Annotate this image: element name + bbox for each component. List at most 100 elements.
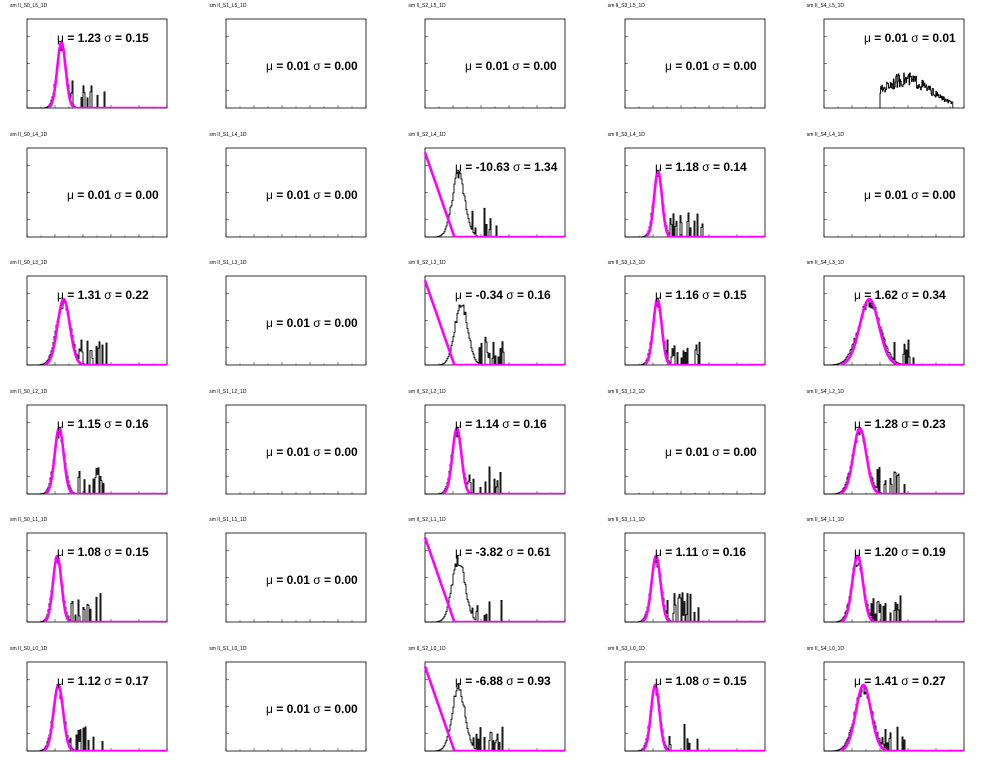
panel-title: sm II_S1_L1_1D	[209, 517, 247, 524]
mu-value: = 0.01	[672, 59, 709, 73]
sigma-symbol: σ	[101, 674, 112, 688]
fit-params-label: μ = 0.01 σ = 0.00	[266, 316, 358, 330]
mu-symbol: μ	[854, 288, 861, 302]
mu-value: = 1.16	[662, 288, 699, 302]
panel-title: sm II_S2_L1_1D	[408, 517, 446, 524]
mu-value: = 0.01	[273, 573, 310, 587]
sigma-symbol: σ	[898, 417, 909, 431]
mu-symbol: μ	[57, 417, 64, 431]
fit-params-label: μ = 1.14 σ = 0.16	[455, 417, 547, 431]
mu-symbol: μ	[665, 59, 672, 73]
sigma-value: = 0.14	[709, 160, 746, 174]
mu-symbol: μ	[455, 545, 462, 559]
mu-value: = 0.01	[672, 445, 709, 459]
gauss-fit-curve	[839, 426, 880, 495]
fit-params-label: μ = 0.01 σ = 0.00	[864, 188, 956, 202]
fit-params-label: μ = 1.08 σ = 0.15	[655, 674, 747, 688]
mu-value: = 0.01	[74, 188, 111, 202]
gauss-fit-curve	[443, 426, 472, 495]
histogram-plot: μ = 1.12 σ = 0.17	[26, 661, 168, 752]
mu-value: = -3.82	[462, 545, 503, 559]
sigma-value: = 1.34	[521, 160, 558, 174]
mu-value: = 1.14	[462, 417, 499, 431]
mu-symbol: μ	[67, 188, 74, 202]
sigma-value: = 0.15	[709, 674, 746, 688]
histogram-plot: μ = 1.18 σ = 0.14	[624, 147, 765, 238]
mu-symbol: μ	[854, 417, 861, 431]
sigma-value: = 0.16	[514, 288, 551, 302]
fit-params-label: μ = 0.01 σ = 0.00	[665, 445, 757, 459]
histogram-plot: μ = -10.63 σ = 1.34	[424, 147, 566, 238]
sigma-value: = 0.00	[321, 188, 358, 202]
histogram-panel: sm II_S0_L4_1D μ = 0.01 σ = 0.00	[0, 129, 199, 257]
panel-title: sm II_S0_L3_1D	[10, 260, 48, 267]
histogram-panel: sm II_S4_L3_1D μ = 1.62 σ = 0.34	[797, 257, 996, 385]
histogram-plot: μ = 0.01 σ = 0.00	[424, 18, 566, 109]
histogram-panel: sm II_S3_L5_1D μ = 0.01 σ = 0.00	[598, 0, 797, 128]
sigma-symbol: σ	[698, 545, 709, 559]
histogram-plot: μ = 1.08 σ = 0.15	[26, 532, 168, 623]
histogram-plot: μ = 1.62 σ = 0.34	[823, 275, 965, 366]
fit-params-label: μ = 0.01 σ = 0.00	[665, 59, 757, 73]
panel-title: sm II_S4_L1_1D	[806, 517, 845, 524]
histogram-series	[425, 428, 566, 495]
mu-symbol: μ	[864, 188, 871, 202]
sigma-value: = 0.15	[112, 545, 149, 559]
histogram-series	[823, 299, 964, 366]
sigma-value: = 0.00	[321, 573, 358, 587]
sigma-symbol: σ	[101, 545, 112, 559]
panel-title: sm II_S0_L1_1D	[10, 517, 48, 524]
mu-symbol: μ	[266, 445, 273, 459]
mu-symbol: μ	[455, 417, 462, 431]
mu-value: = 1.41	[861, 674, 898, 688]
histogram-series	[823, 684, 964, 752]
sigma-value: = 0.61	[514, 545, 551, 559]
mu-symbol: μ	[854, 545, 861, 559]
mu-symbol: μ	[266, 316, 273, 330]
panel-title: sm II_S0_L4_1D	[10, 131, 48, 138]
histogram-panel: sm II_S1_L1_1D μ = 0.01 σ = 0.00	[199, 514, 398, 642]
panel-title: sm II_S2_L2_1D	[408, 388, 446, 395]
fit-params-label: μ = 0.01 σ = 0.00	[67, 188, 159, 202]
mu-symbol: μ	[266, 573, 273, 587]
histogram-plot: μ = 1.23 σ = 0.15	[26, 18, 168, 109]
gauss-fit-curve	[840, 683, 887, 752]
histogram-panel: sm II_S3_L3_1D μ = 1.16 σ = 0.15	[598, 257, 797, 385]
histogram-plot: μ = -3.82 σ = 0.61	[424, 532, 566, 623]
histogram-plot: μ = 0.01 σ = 0.00	[624, 18, 765, 109]
gauss-fit-curve	[641, 555, 670, 623]
sigma-value: = 0.23	[909, 417, 946, 431]
histogram-plot: μ = 1.11 σ = 0.16	[624, 532, 765, 623]
histogram-plot: μ = 1.16 σ = 0.15	[624, 275, 765, 366]
fit-params-label: μ = 0.01 σ = 0.01	[864, 31, 956, 45]
panel-title: sm II_S3_L5_1D	[607, 3, 645, 9]
histogram-panel: sm II_S1_L2_1D μ = 0.01 σ = 0.00	[199, 386, 398, 514]
mu-value: = 1.12	[64, 674, 101, 688]
histogram-series	[425, 682, 566, 752]
mu-symbol: μ	[655, 674, 662, 688]
histogram-panel: sm II_S1_L5_1D μ = 0.01 σ = 0.00	[199, 0, 398, 128]
fit-params-label: μ = 1.08 σ = 0.15	[57, 545, 149, 559]
histogram-plot: μ = 1.14 σ = 0.16	[424, 404, 566, 495]
sigma-value: = 0.01	[919, 31, 956, 45]
histogram-panel: sm II_S0_L2_1D μ = 1.15 σ = 0.16	[0, 386, 199, 514]
sigma-symbol: σ	[310, 59, 321, 73]
histogram-panel: sm II_S1_L4_1D μ = 0.01 σ = 0.00	[199, 129, 398, 257]
histogram-series	[823, 430, 964, 495]
fit-params-label: μ = 0.01 σ = 0.00	[465, 59, 557, 73]
mu-symbol: μ	[266, 188, 273, 202]
fit-curve	[424, 151, 457, 238]
histogram-series	[425, 170, 566, 238]
panel-title: sm II_S4_L3_1D	[806, 260, 845, 267]
sigma-symbol: σ	[101, 417, 112, 431]
histogram-plot: μ = 0.01 σ = 0.00	[225, 275, 367, 366]
histogram-panel: sm II_S0_L1_1D μ = 1.08 σ = 0.15	[0, 514, 199, 642]
histogram-series	[879, 72, 954, 108]
panel-title: sm II_S3_L2_1D	[607, 388, 645, 395]
sigma-value: = 0.00	[919, 188, 956, 202]
panel-title: sm II_S2_L3_1D	[408, 260, 446, 267]
mu-value: = 1.18	[662, 160, 699, 174]
histogram-plot: μ = 1.28 σ = 0.23	[823, 404, 965, 495]
panel-title: sm II_S0_L0_1D	[10, 646, 48, 652]
